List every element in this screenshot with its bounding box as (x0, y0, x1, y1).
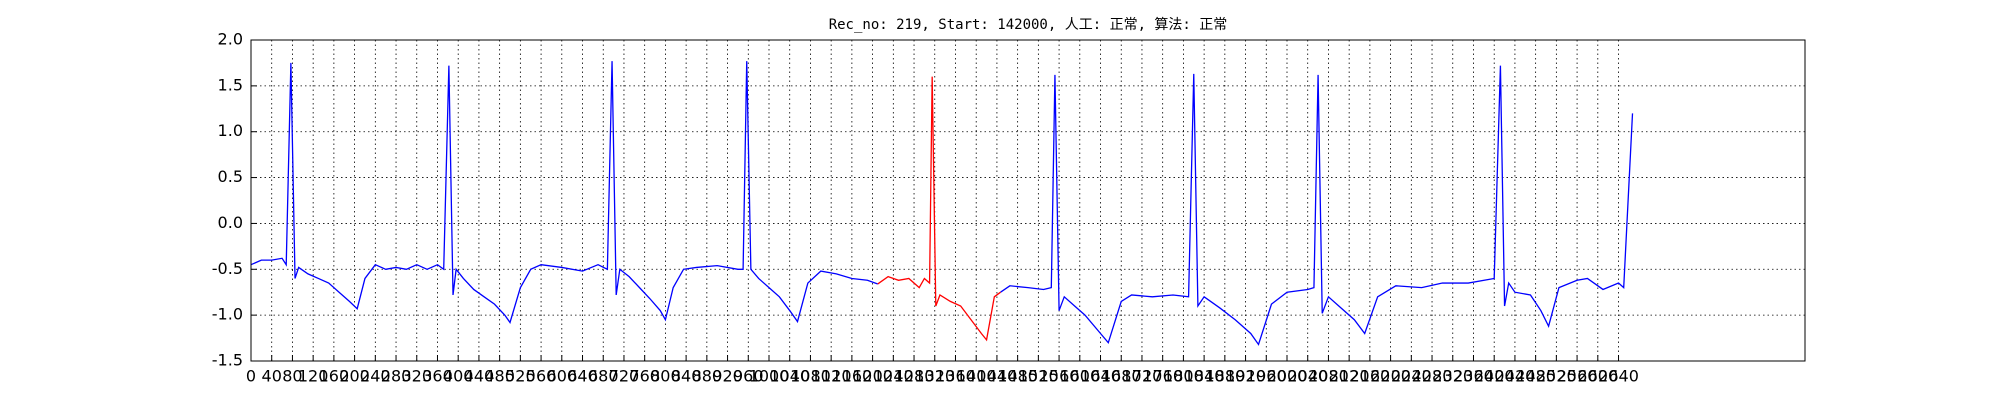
x-tick-label: 1280 (894, 367, 935, 386)
x-tick-label: 1800 (1163, 367, 1204, 386)
x-tick-label: 1960 (1246, 367, 1287, 386)
x-tick-label: 760 (629, 367, 660, 386)
x-tick-label: 1880 (1204, 367, 1245, 386)
x-tick-label: 2080 (1308, 367, 1349, 386)
x-tick-label: 1560 (1039, 367, 1080, 386)
x-tick-label: 2440 (1495, 367, 1536, 386)
x-tick-label: 1320 (914, 367, 955, 386)
x-tick-label: 960 (733, 367, 764, 386)
x-tick-label: 240 (360, 367, 391, 386)
x-tick-label: 880 (692, 367, 723, 386)
x-tick-label: 1520 (1018, 367, 1059, 386)
y-tick-label: 1.5 (218, 75, 243, 94)
x-tick-label: 2000 (1267, 367, 1308, 386)
y-tick-label: -1.5 (212, 351, 243, 370)
x-tick-label: 280 (381, 367, 412, 386)
x-tick-label: 200 (339, 367, 370, 386)
x-tick-label: 360 (422, 367, 453, 386)
x-tick-label: 2360 (1453, 367, 1494, 386)
x-tick-label: 2520 (1536, 367, 1577, 386)
x-tick-label: 2160 (1350, 367, 1391, 386)
x-tick-label: 1120 (811, 367, 852, 386)
x-tick-label: 1000 (749, 367, 790, 386)
x-tick-label: 680 (588, 367, 619, 386)
y-tick-label: 0.0 (218, 213, 243, 232)
x-tick-label: 2400 (1474, 367, 1515, 386)
y-tick-label: 2.0 (218, 30, 243, 49)
x-tick-label: 440 (464, 367, 495, 386)
x-tick-label: 120 (298, 367, 329, 386)
x-tick-label: 80 (282, 367, 302, 386)
x-tick-label: 1360 (935, 367, 976, 386)
x-tick-label: 2040 (1287, 367, 1328, 386)
x-tick-label: 2560 (1557, 367, 1598, 386)
x-tick-label: 2280 (1412, 367, 1453, 386)
x-tick-label: 1920 (1225, 367, 1266, 386)
x-tick-label: 160 (319, 367, 350, 386)
x-tick-label: 0 (246, 367, 256, 386)
y-tick-label: -1.0 (212, 305, 243, 324)
x-tick-label: 1440 (977, 367, 1018, 386)
x-tick-label: 2200 (1370, 367, 1411, 386)
y-tick-label: -0.5 (212, 259, 243, 278)
x-tick-label: 1160 (832, 367, 873, 386)
x-tick-label: 920 (712, 367, 743, 386)
x-tick-label: 600 (547, 367, 578, 386)
x-tick-label: 320 (401, 367, 432, 386)
x-tick-label: 2320 (1432, 367, 1473, 386)
x-tick-label: 40 (262, 367, 282, 386)
x-tick-label: 480 (484, 367, 515, 386)
x-tick-label: 1840 (1184, 367, 1225, 386)
x-tick-label: 720 (609, 367, 640, 386)
chart-title: Rec_no: 219, Start: 142000, 人工: 正常, 算法: … (829, 17, 1228, 33)
x-tick-label: 1680 (1101, 367, 1142, 386)
series-line (877, 76, 1001, 342)
x-tick-label: 1400 (956, 367, 997, 386)
x-tick-label: 1480 (997, 367, 1038, 386)
x-tick-label: 1040 (769, 367, 810, 386)
x-tick-label: 1640 (1080, 367, 1121, 386)
x-tick-label: 1080 (790, 367, 831, 386)
x-tick-label: 2480 (1515, 367, 1556, 386)
y-tick-label: 0.5 (218, 167, 243, 186)
plot-frame (250, 39, 1806, 362)
x-tick-label: 1240 (873, 367, 914, 386)
x-tick-label: 2240 (1391, 367, 1432, 386)
x-tick-label: 2640 (1598, 367, 1639, 386)
x-tick-label: 1760 (1142, 367, 1183, 386)
x-tick-label: 520 (505, 367, 536, 386)
y-tick-label: 1.0 (218, 121, 243, 140)
x-tick-label: 2120 (1329, 367, 1370, 386)
series-line (250, 61, 1634, 346)
x-tick-label: 1200 (852, 367, 893, 386)
x-tick-label: 840 (671, 367, 702, 386)
x-tick-label: 400 (443, 367, 474, 386)
x-tick-label: 1600 (1059, 367, 1100, 386)
x-tick-label: 1720 (1122, 367, 1163, 386)
x-tick-label: 800 (650, 367, 681, 386)
x-tick-label: 2600 (1577, 367, 1618, 386)
x-tick-label: 640 (567, 367, 598, 386)
x-tick-label: 560 (526, 367, 557, 386)
